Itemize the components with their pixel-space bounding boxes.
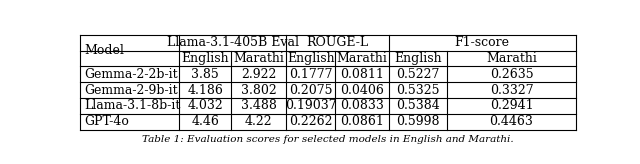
Text: Model: Model [84,44,124,57]
Text: Llama-3.1-405B Eval: Llama-3.1-405B Eval [166,36,298,49]
Text: GPT-4o: GPT-4o [84,115,129,128]
Text: 4.032: 4.032 [188,99,223,112]
Text: English: English [287,52,335,65]
Text: 3.802: 3.802 [241,84,276,97]
Text: Marathi: Marathi [233,52,284,65]
Text: 3.85: 3.85 [191,68,219,81]
Text: 4.186: 4.186 [188,84,223,97]
Text: 0.19037: 0.19037 [285,99,337,112]
Text: 0.0861: 0.0861 [340,115,384,128]
Text: 0.2635: 0.2635 [490,68,533,81]
Text: Marathi: Marathi [337,52,387,65]
Text: 0.2075: 0.2075 [289,84,332,97]
Text: 0.2262: 0.2262 [289,115,332,128]
Text: 4.46: 4.46 [191,115,219,128]
Text: 0.5227: 0.5227 [396,68,440,81]
Text: English: English [394,52,442,65]
Text: 4.22: 4.22 [244,115,273,128]
Text: English: English [181,52,229,65]
Text: F1-score: F1-score [455,36,509,49]
Text: Table 1: Evaluation scores for selected models in English and Marathi.: Table 1: Evaluation scores for selected … [142,135,514,144]
Text: 0.5998: 0.5998 [396,115,440,128]
Text: 0.5384: 0.5384 [396,99,440,112]
Text: Gemma-2-2b-it: Gemma-2-2b-it [84,68,177,81]
Text: 2.922: 2.922 [241,68,276,81]
Text: Marathi: Marathi [486,52,537,65]
Text: Llama-3.1-8b-it: Llama-3.1-8b-it [84,99,180,112]
Text: 0.5325: 0.5325 [396,84,440,97]
Text: 0.0811: 0.0811 [340,68,384,81]
Text: ROUGE-L: ROUGE-L [306,36,368,49]
Text: 0.3327: 0.3327 [490,84,533,97]
Text: 0.1777: 0.1777 [289,68,332,81]
Text: Gemma-2-9b-it: Gemma-2-9b-it [84,84,177,97]
Text: 0.0406: 0.0406 [340,84,384,97]
Text: 0.0833: 0.0833 [340,99,384,112]
Text: 0.2941: 0.2941 [490,99,533,112]
Text: 0.4463: 0.4463 [490,115,534,128]
Text: 3.488: 3.488 [241,99,276,112]
